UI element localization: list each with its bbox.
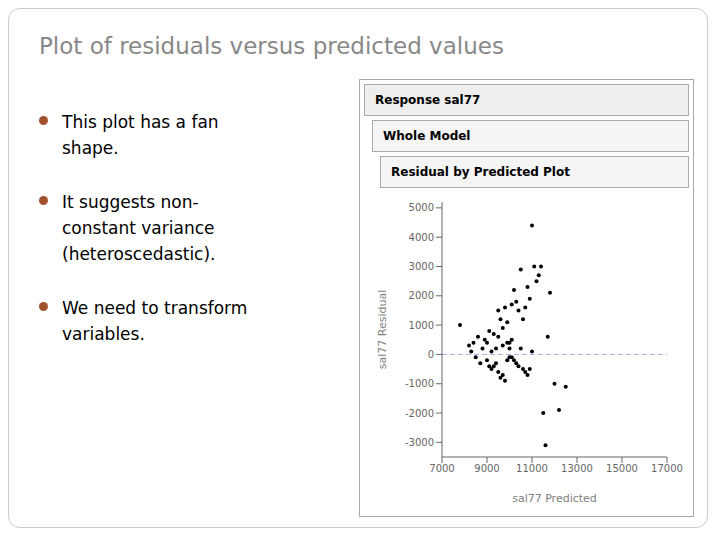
svg-text:13000: 13000 [561,463,593,474]
svg-text:15000: 15000 [606,463,638,474]
html-text:Plot of residuals versus predi: Plot of residuals versus predicted value… [39,33,504,59]
svg-text:-2000: -2000 [405,408,434,419]
html-text:Response sal77: Response sal77 [375,93,481,107]
html-text:Residual by Predicted Plot: Residual by Predicted Plot [391,165,570,179]
svg-text:0: 0 [428,349,434,360]
svg-text:-3000: -3000 [405,437,434,448]
svg-text:9000: 9000 [474,463,499,474]
html-text:We need to transform variables: We need to transform variables. [62,298,248,344]
svg-text:11000: 11000 [516,463,548,474]
html-text:This plot has a fan shape.: This plot has a fan shape. [62,112,219,158]
svg-text:sal77 Residual: sal77 Residual [376,290,389,369]
svg-text:1000: 1000 [409,320,434,331]
html-text:It suggests non- constant vari: It suggests non- constant variance (hete… [62,192,216,264]
svg-text:2000: 2000 [409,290,434,301]
svg-text:sal77 Predicted: sal77 Predicted [512,492,597,505]
svg-text:5000: 5000 [409,202,434,213]
html-text:Whole Model: Whole Model [383,129,471,143]
svg-text:7000: 7000 [429,463,454,474]
svg-text:-1000: -1000 [405,378,434,389]
svg-text:4000: 4000 [409,232,434,243]
svg-text:17000: 17000 [651,463,683,474]
svg-text:3000: 3000 [409,261,434,272]
